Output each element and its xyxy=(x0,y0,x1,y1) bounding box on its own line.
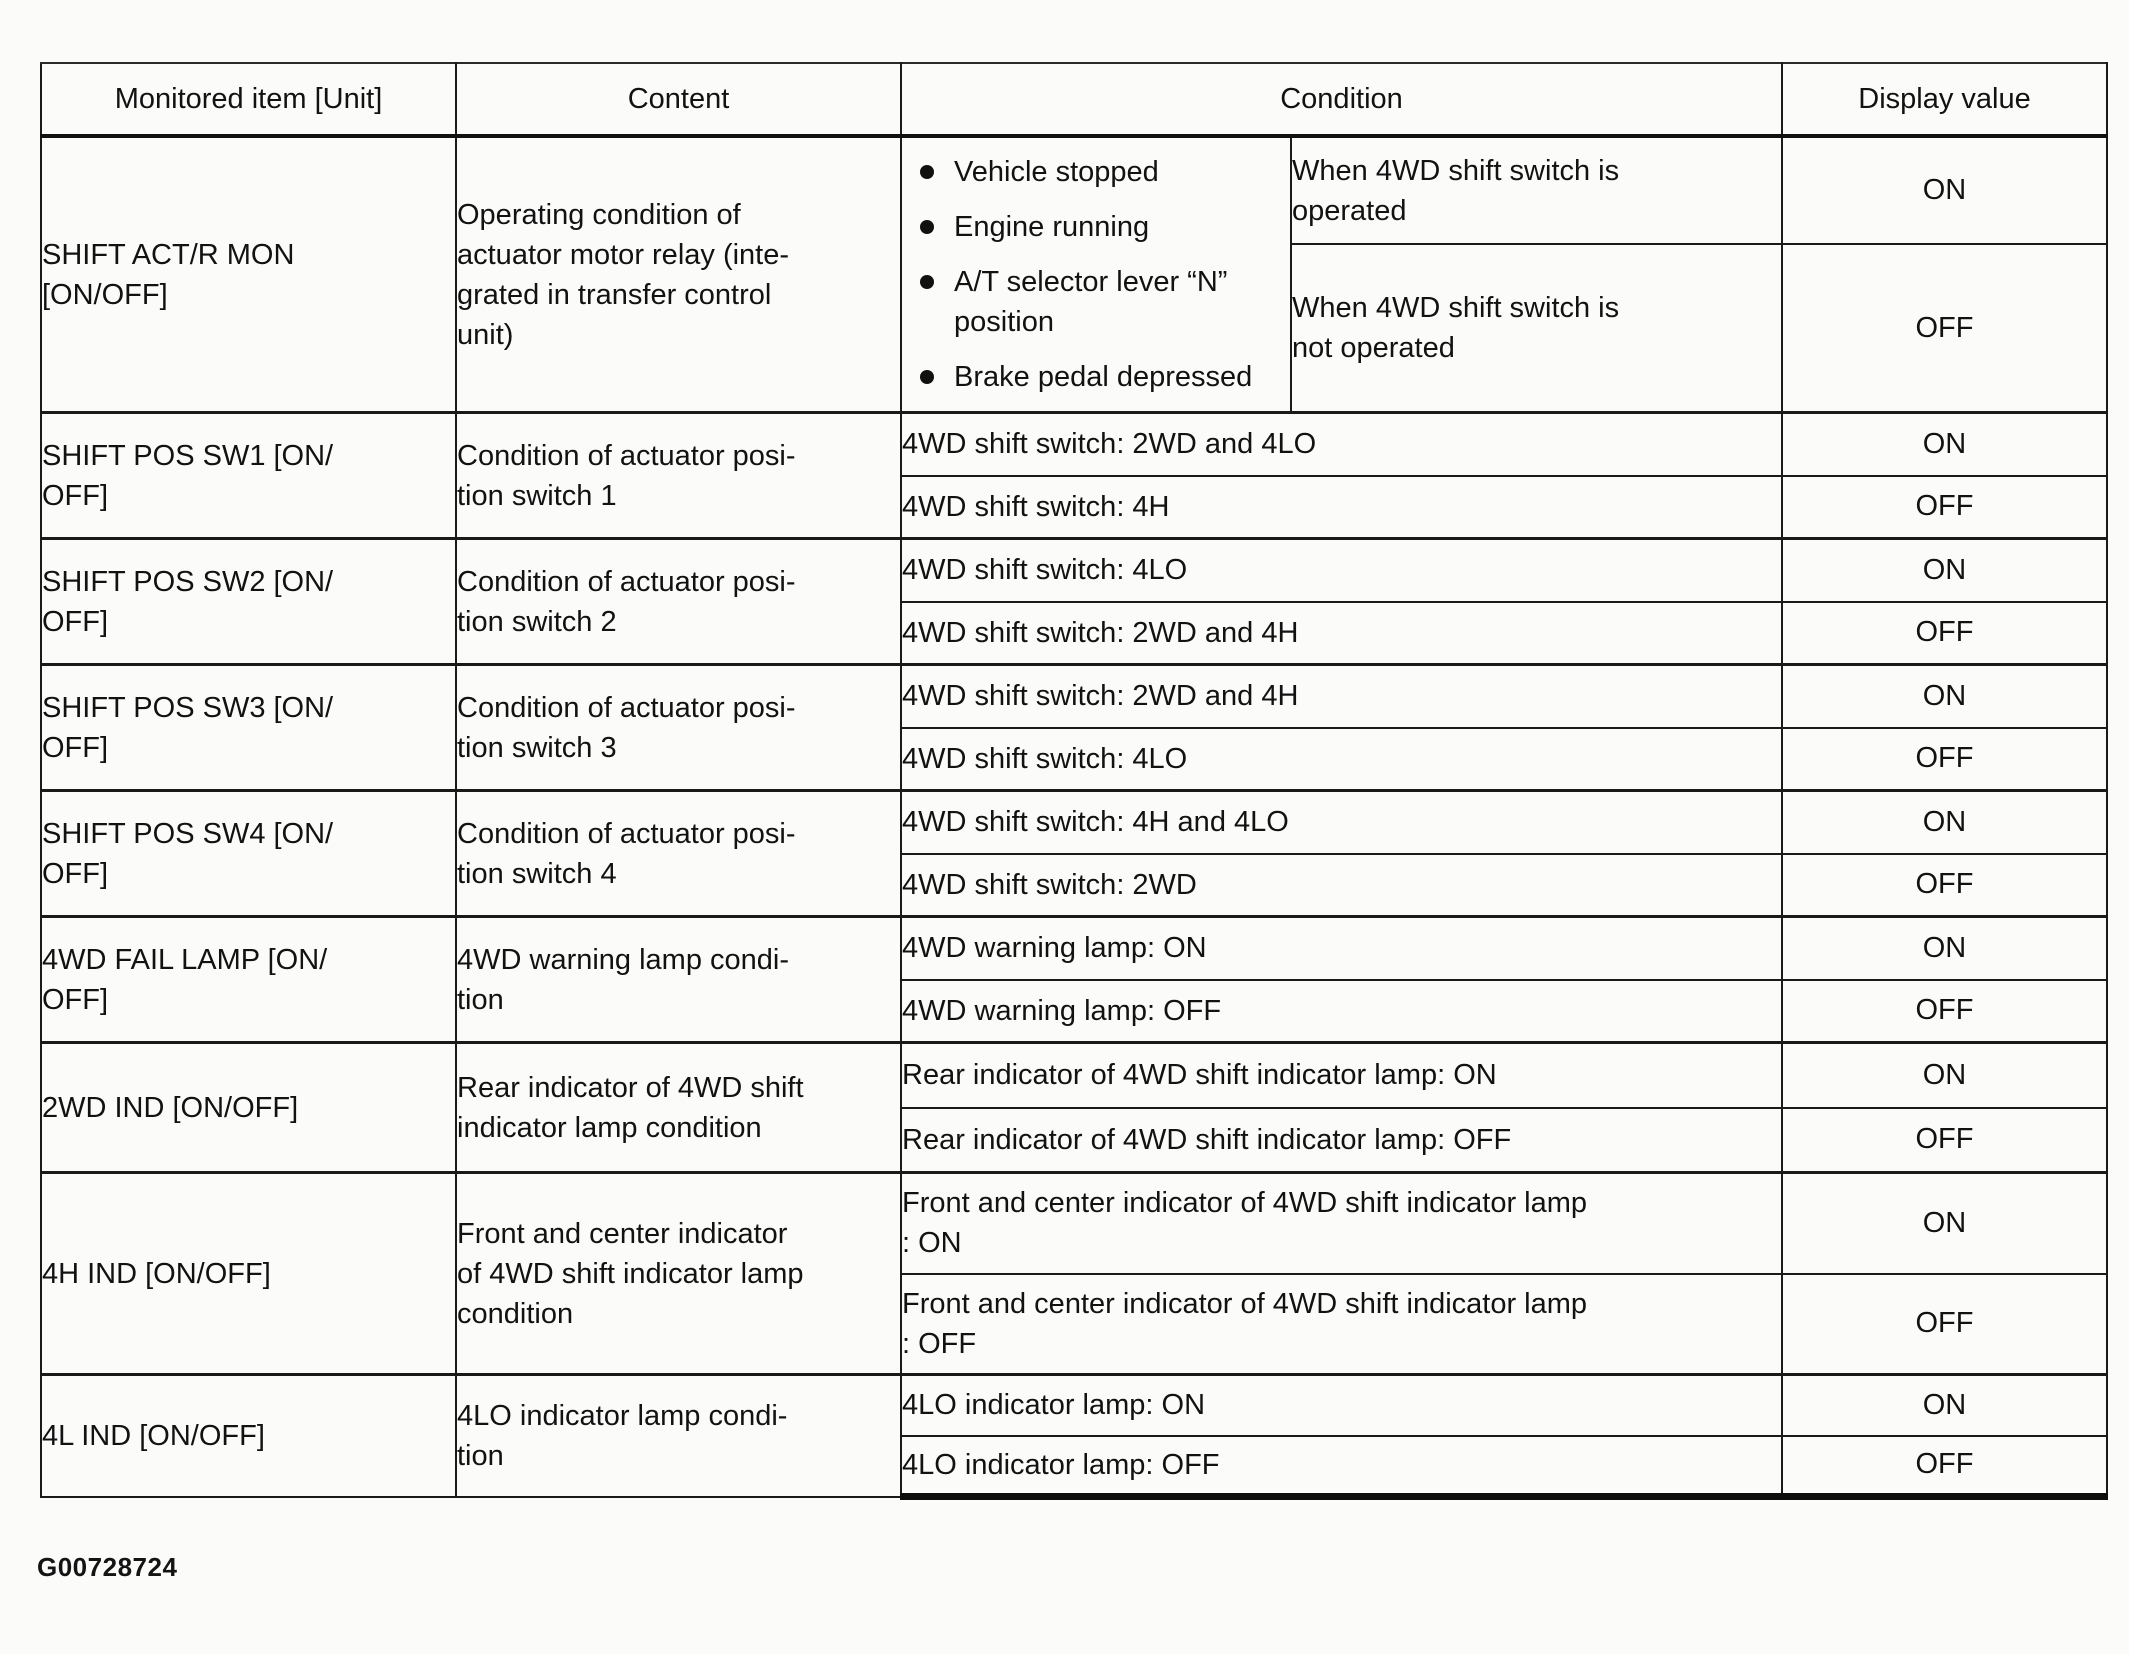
table-row: 4WD FAIL LAMP [ON/ OFF] 4WD warning lamp… xyxy=(40,915,2108,1044)
table-row: SHIFT POS SW3 [ON/ OFF] Condition of act… xyxy=(40,663,2108,792)
cell-monitored-item: 4WD FAIL LAMP [ON/ OFF] xyxy=(40,915,457,1044)
figure-id-label: G00728724 xyxy=(37,1552,178,1582)
cell-content: Condition of actuator posi- tion switch … xyxy=(455,663,902,792)
table-row: SHIFT POS SW2 [ON/ OFF] Condition of act… xyxy=(40,537,2108,666)
cell-condition: When 4WD shift switch is not operated xyxy=(1290,243,1783,414)
header-display-value: Display value xyxy=(1781,62,2108,138)
cell-monitored-item: SHIFT POS SW2 [ON/ OFF] xyxy=(40,537,457,666)
table-row: Front and center indicator of 4WD shift … xyxy=(41,1272,2108,1376)
table-row: 4L IND [ON/OFF] 4LO indicator lamp condi… xyxy=(40,1373,2108,1498)
cell-display-value: OFF xyxy=(1781,1434,2108,1501)
cell-content: 4WD warning lamp condi- tion xyxy=(455,915,902,1044)
cell-condition: 4WD shift switch: 2WD and 4LO xyxy=(900,411,1783,477)
list-item: Engine running xyxy=(920,207,1284,247)
table-row: 4WD shift switch: 4LO OFF xyxy=(41,726,2108,792)
cell-condition: 4LO indicator lamp: OFF xyxy=(900,1434,1783,1501)
header-content: Content xyxy=(455,62,902,138)
cell-monitored-item: 4L IND [ON/OFF] xyxy=(40,1373,457,1498)
cell-display-value: OFF xyxy=(1781,726,2108,792)
cell-condition: Rear indicator of 4WD shift indicator la… xyxy=(900,1106,1783,1174)
cell-display-value: ON xyxy=(1781,1171,2108,1275)
cell-condition-bullets: Vehicle stopped Engine running A/T selec… xyxy=(900,134,1292,414)
cell-monitored-item: 4H IND [ON/OFF] xyxy=(40,1171,457,1376)
cell-content: Front and center indicator of 4WD shift … xyxy=(455,1171,902,1376)
table-row: 4H IND [ON/OFF] Front and center indicat… xyxy=(40,1171,2108,1376)
cell-display-value: ON xyxy=(1781,663,2108,729)
table-row: 4WD warning lamp: OFF OFF xyxy=(41,978,2108,1044)
cell-monitored-item: SHIFT POS SW1 [ON/ OFF] xyxy=(40,411,457,540)
cell-condition: 4WD shift switch: 2WD and 4H xyxy=(900,600,1783,666)
table-row: When 4WD shift switch is not operated OF… xyxy=(41,243,2108,414)
cell-condition: 4WD shift switch: 4H and 4LO xyxy=(900,789,1783,855)
table-row: SHIFT POS SW1 [ON/ OFF] Condition of act… xyxy=(40,411,2108,540)
table-row: SHIFT ACT/R MON [ON/OFF] Operating condi… xyxy=(40,134,2108,414)
cell-display-value: OFF xyxy=(1781,978,2108,1044)
cell-condition: Front and center indicator of 4WD shift … xyxy=(900,1171,1783,1275)
list-item: Brake pedal depressed xyxy=(920,357,1284,397)
table-row: SHIFT POS SW4 [ON/ OFF] Condition of act… xyxy=(40,789,2108,918)
bullet-icon xyxy=(920,220,934,235)
cell-condition: 4WD shift switch: 4LO xyxy=(900,726,1783,792)
cell-condition: 4LO indicator lamp: ON xyxy=(900,1373,1783,1437)
cell-monitored-item: SHIFT ACT/R MON [ON/OFF] xyxy=(40,134,457,414)
cell-condition: Front and center indicator of 4WD shift … xyxy=(900,1272,1783,1376)
bullet-label: Brake pedal depressed xyxy=(954,361,1253,394)
cell-display-value: OFF xyxy=(1781,474,2108,540)
cell-display-value: OFF xyxy=(1781,1106,2108,1174)
table-row: 4LO indicator lamp: OFF OFF xyxy=(41,1434,2108,1501)
cell-condition: 4WD shift switch: 2WD xyxy=(900,852,1783,918)
condition-bullet-list: Vehicle stopped Engine running A/T selec… xyxy=(903,139,1289,411)
cell-display-value: OFF xyxy=(1781,600,2108,666)
cell-condition: When 4WD shift switch is operated xyxy=(1290,134,1783,246)
cell-display-value: ON xyxy=(1781,915,2108,981)
cell-display-value: OFF xyxy=(1781,1272,2108,1376)
table-row: 4WD shift switch: 2WD and 4H OFF xyxy=(41,600,2108,666)
bullet-icon xyxy=(920,275,934,290)
cell-display-value: ON xyxy=(1781,1041,2108,1109)
table-row: Rear indicator of 4WD shift indicator la… xyxy=(41,1106,2108,1174)
bullet-label: Vehicle stopped xyxy=(954,156,1159,188)
cell-content: Condition of actuator posi- tion switch … xyxy=(455,789,902,918)
cell-content: Condition of actuator posi- tion switch … xyxy=(455,537,902,666)
cell-monitored-item: SHIFT POS SW4 [ON/ OFF] xyxy=(40,789,457,918)
cell-display-value: ON xyxy=(1781,537,2108,603)
table-row: 4WD shift switch: 4H OFF xyxy=(41,474,2108,540)
cell-condition: 4WD shift switch: 4H xyxy=(900,474,1783,540)
cell-display-value: ON xyxy=(1781,789,2108,855)
cell-display-value: OFF xyxy=(1781,243,2108,414)
bullet-icon xyxy=(920,370,934,385)
cell-condition: 4WD shift switch: 4LO xyxy=(900,537,1783,603)
table-header-row: Monitored item [Unit] Content Condition … xyxy=(40,62,2108,138)
cell-display-value: ON xyxy=(1781,411,2108,477)
table-row: 4WD shift switch: 2WD OFF xyxy=(41,852,2108,918)
bullet-label: A/T selector lever “N” position xyxy=(954,266,1228,339)
cell-condition: Rear indicator of 4WD shift indicator la… xyxy=(900,1041,1783,1109)
cell-monitored-item: 2WD IND [ON/OFF] xyxy=(40,1041,457,1174)
cell-content: Operating condition of actuator motor re… xyxy=(455,134,902,414)
bullet-label: Engine running xyxy=(954,211,1150,244)
cell-display-value: OFF xyxy=(1781,852,2108,918)
monitored-items-table: Monitored item [Unit] Content Condition … xyxy=(40,62,2108,1501)
list-item: A/T selector lever “N” position xyxy=(920,262,1284,342)
cell-condition: 4WD warning lamp: ON xyxy=(900,915,1783,981)
cell-content: Rear indicator of 4WD shift indicator la… xyxy=(455,1041,902,1174)
cell-monitored-item: SHIFT POS SW3 [ON/ OFF] xyxy=(40,663,457,792)
cell-condition: 4WD shift switch: 2WD and 4H xyxy=(900,663,1783,729)
cell-condition: 4WD warning lamp: OFF xyxy=(900,978,1783,1044)
header-monitored-item: Monitored item [Unit] xyxy=(40,62,457,138)
table-row: 2WD IND [ON/OFF] Rear indicator of 4WD s… xyxy=(40,1041,2108,1174)
header-condition: Condition xyxy=(900,62,1783,138)
cell-display-value: ON xyxy=(1781,1373,2108,1437)
cell-display-value: ON xyxy=(1781,134,2108,246)
list-item: Vehicle stopped xyxy=(920,152,1284,192)
cell-content: Condition of actuator posi- tion switch … xyxy=(455,411,902,540)
bullet-icon xyxy=(920,165,934,179)
cell-content: 4LO indicator lamp condi- tion xyxy=(455,1373,902,1498)
